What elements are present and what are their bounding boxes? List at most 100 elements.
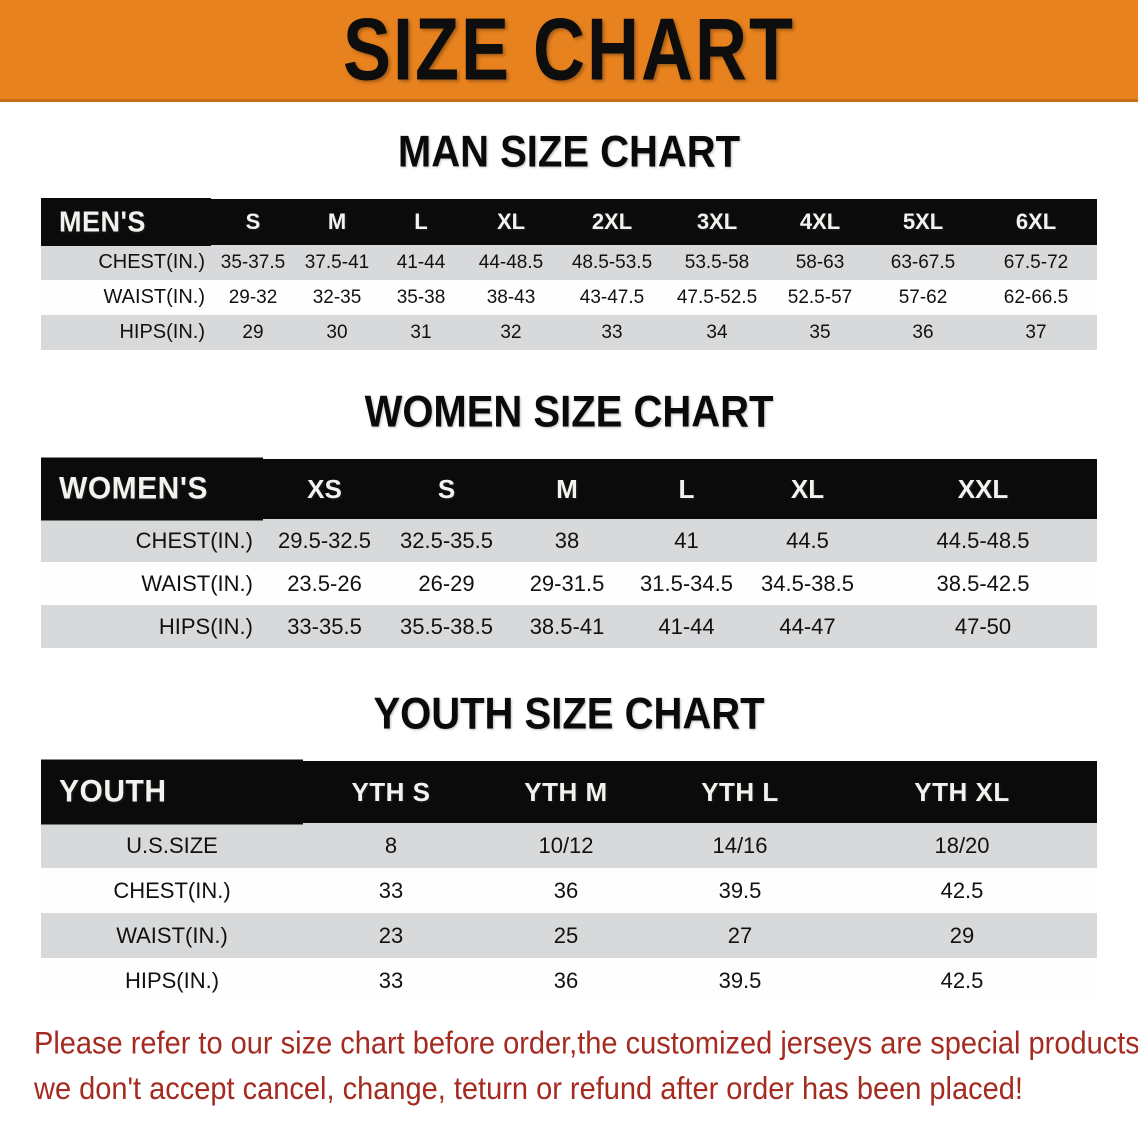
women-hips-xs: 33-35.5 [287, 613, 362, 639]
man-col-header-2xl: 2XL [559, 199, 665, 245]
youth-waist-xl: 29 [949, 922, 975, 948]
table-row: WAIST(IN.) 23.5-26 26-29 29-31.5 31.5-34… [41, 562, 1097, 605]
youth-us-size-xl: 18/20 [934, 832, 990, 858]
man-hips-l: 31 [410, 321, 432, 343]
youth-waist-l: 27 [727, 922, 753, 948]
youth-us-size-l: 14/16 [712, 832, 768, 858]
youth-hips-l: 39.5 [718, 967, 762, 993]
youth-us-size-m: 10/12 [538, 832, 594, 858]
women-chest-m: 38 [554, 527, 580, 553]
women-corner-label: WOMEN'S [41, 457, 263, 521]
youth-hips-s: 33 [378, 967, 404, 993]
man-col-header-6xl: 6XL [975, 199, 1097, 245]
women-waist-xxl: 38.5-42.5 [936, 570, 1030, 596]
youth-hips-m: 36 [553, 967, 579, 993]
youth-section-title: YOUTH SIZE CHART [373, 689, 765, 739]
return-policy-line-2: we don't accept cancel, change, teturn o… [34, 1071, 1023, 1107]
women-hips-l: 41-44 [658, 613, 715, 639]
youth-chest-m: 36 [553, 877, 579, 903]
man-col-header-s: S [211, 199, 295, 245]
women-waist-m: 29-31.5 [529, 570, 605, 596]
youth-chest-l: 39.5 [718, 877, 762, 903]
man-chest-m: 37.5-41 [304, 251, 370, 273]
youth-waist-m: 25 [553, 922, 579, 948]
women-section-title: WOMEN SIZE CHART [364, 387, 774, 437]
man-waist-4xl: 52.5-57 [787, 286, 853, 308]
women-chest-l: 41 [674, 527, 699, 553]
table-row: HIPS(IN.) 33-35.5 35.5-38.5 38.5-41 41-4… [41, 605, 1097, 648]
man-hips-s: 29 [242, 321, 264, 343]
women-col-header-m: M [507, 459, 627, 519]
man-waist-m: 32-35 [312, 286, 362, 308]
youth-col-header-yth-l: YTH L [653, 761, 827, 823]
man-col-header-3xl: 3XL [665, 199, 769, 245]
return-policy-note: Please refer to our size chart before or… [34, 1021, 1138, 1112]
women-row-label-chest: CHEST(IN.) [135, 527, 253, 553]
man-row-label-chest: CHEST(IN.) [98, 251, 205, 273]
table-row: U.S.SIZE 8 10/12 14/16 18/20 [41, 823, 1097, 868]
man-table-header-row: MEN'S S M L XL 2XL 3XL 4XL 5XL 6XL [41, 197, 1097, 247]
youth-size-table-wrapper: YOUTH YTH S YTH M YTH L YTH XL U.S.SIZE … [41, 759, 1097, 1003]
page-banner: SIZE CHART [0, 0, 1138, 102]
women-waist-xs: 23.5-26 [287, 570, 362, 596]
youth-table-header-row: YOUTH YTH S YTH M YTH L YTH XL [41, 759, 1097, 825]
women-col-header-xxl: XXL [869, 459, 1097, 519]
women-hips-m: 38.5-41 [529, 613, 605, 639]
women-row-label-hips: HIPS(IN.) [158, 613, 253, 639]
man-chest-l: 41-44 [396, 251, 446, 273]
youth-col-header-yth-m: YTH M [479, 761, 653, 823]
return-policy-line-1: Please refer to our size chart before or… [34, 1026, 1138, 1061]
youth-row-label-chest: CHEST(IN.) [113, 877, 231, 903]
table-row: CHEST(IN.) 35-37.5 37.5-41 41-44 44-48.5… [41, 245, 1097, 280]
man-hips-m: 30 [326, 321, 348, 343]
man-chest-2xl: 48.5-53.5 [571, 251, 653, 273]
women-chest-xl: 44.5 [786, 527, 829, 553]
youth-hips-xl: 42.5 [940, 967, 984, 993]
youth-row-label-waist: WAIST(IN.) [116, 922, 228, 948]
man-chest-4xl: 58-63 [795, 251, 845, 273]
man-waist-5xl: 57-62 [898, 286, 948, 308]
man-waist-l: 35-38 [396, 286, 446, 308]
man-hips-3xl: 34 [706, 321, 728, 343]
man-waist-xl: 38-43 [486, 286, 536, 308]
youth-chest-s: 33 [378, 877, 404, 903]
man-hips-6xl: 37 [1025, 321, 1047, 343]
table-row: WAIST(IN.) 29-32 32-35 35-38 38-43 43-47… [41, 280, 1097, 315]
table-row: HIPS(IN.) 33 36 39.5 42.5 [41, 958, 1097, 1003]
man-row-label-hips: HIPS(IN.) [119, 321, 205, 343]
table-row: WAIST(IN.) 23 25 27 29 [41, 913, 1097, 958]
youth-waist-s: 23 [378, 922, 404, 948]
man-hips-xl: 32 [500, 321, 522, 343]
man-col-header-m: M [295, 199, 379, 245]
man-section-title: MAN SIZE CHART [397, 127, 741, 177]
man-waist-2xl: 43-47.5 [579, 286, 645, 308]
man-size-table-wrapper: MEN'S S M L XL 2XL 3XL 4XL 5XL 6XL CHEST… [41, 197, 1097, 350]
youth-row-label-us-size: U.S.SIZE [126, 832, 218, 858]
man-hips-2xl: 33 [601, 321, 623, 343]
youth-chest-xl: 42.5 [940, 877, 984, 903]
women-chest-xxl: 44.5-48.5 [936, 527, 1030, 553]
man-hips-5xl: 36 [912, 321, 934, 343]
women-chest-xs: 29.5-32.5 [278, 527, 371, 553]
youth-col-header-yth-xl: YTH XL [827, 761, 1097, 823]
women-hips-xxl: 47-50 [954, 613, 1012, 639]
women-size-table-wrapper: WOMEN'S XS S M L XL XXL CHEST(IN.) 29.5-… [41, 457, 1097, 648]
man-chest-3xl: 53.5-58 [684, 251, 750, 273]
women-col-header-s: S [386, 459, 507, 519]
table-row: CHEST(IN.) 29.5-32.5 32.5-35.5 38 41 44.… [41, 519, 1097, 562]
table-row: HIPS(IN.) 29 30 31 32 33 34 35 36 37 [41, 315, 1097, 350]
women-hips-xl: 44-47 [779, 613, 836, 639]
women-chest-s: 32.5-35.5 [400, 527, 493, 553]
youth-corner-label: YOUTH [41, 759, 303, 825]
table-row: CHEST(IN.) 33 36 39.5 42.5 [41, 868, 1097, 913]
youth-col-header-yth-s: YTH S [303, 761, 479, 823]
women-waist-l: 31.5-34.5 [640, 570, 733, 596]
man-corner-label: MEN'S [41, 197, 211, 247]
women-row-label-waist: WAIST(IN.) [141, 570, 253, 596]
man-hips-4xl: 35 [809, 321, 831, 343]
man-chest-s: 35-37.5 [220, 251, 286, 273]
youth-size-table: YOUTH YTH S YTH M YTH L YTH XL U.S.SIZE … [41, 759, 1097, 1003]
man-col-header-xl: XL [463, 199, 559, 245]
man-chest-6xl: 67.5-72 [1003, 251, 1069, 273]
man-waist-6xl: 62-66.5 [1003, 286, 1069, 308]
